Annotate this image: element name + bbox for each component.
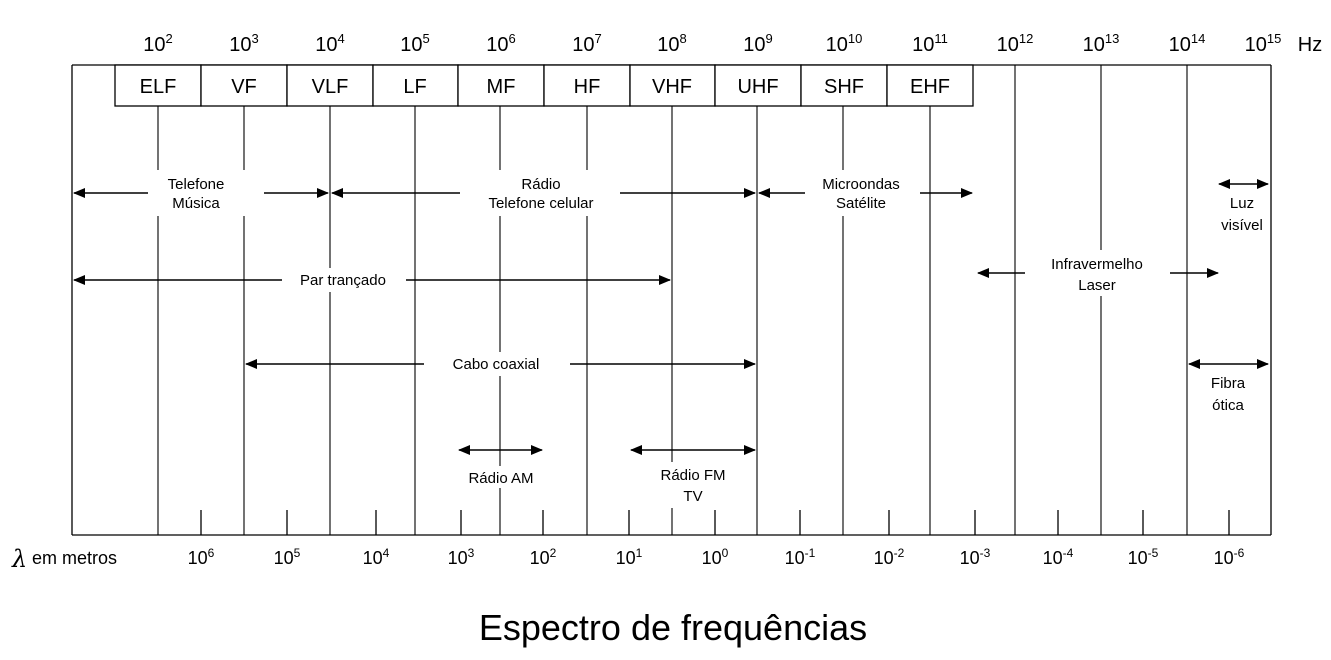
wavelength-tick-1e0: 100 (702, 546, 729, 568)
band-box-ehf (886, 64, 974, 107)
frequency-tick-labels: 102 103 104 105 106 107 108 109 1010 101… (143, 31, 1322, 56)
band-box-mf (457, 64, 545, 107)
freq-tick-1e15: 1015 (1245, 31, 1282, 56)
freq-tick-1e14: 1014 (1169, 31, 1206, 56)
band-label-shf: SHF (824, 76, 864, 98)
range-infravermelho-laser: Infravermelho Laser (977, 250, 1219, 296)
band-label-lf: LF (403, 76, 426, 98)
freq-unit-label: Hz (1298, 34, 1322, 56)
freq-tick-1e6: 106 (486, 31, 515, 56)
freq-tick-1e8: 108 (657, 31, 686, 56)
wavelength-tick-1e-6: 10-6 (1214, 546, 1245, 568)
diagram-title: Espectro de frequências (479, 607, 867, 648)
label-telefone-celular: Telefone celular (488, 195, 593, 212)
band-row: ELF VF VLF LF MF HF VHF UHF SHF EHF (114, 64, 974, 107)
freq-tick-1e3: 103 (229, 31, 258, 56)
label-visivel: visível (1221, 217, 1263, 234)
lambda-symbol: λ (11, 545, 27, 573)
range-microondas-satelite: Microondas Satélite (758, 170, 973, 216)
band-box-vlf (286, 64, 374, 107)
band-label-mf: MF (487, 76, 516, 98)
range-luz-visivel: Luz visível (1210, 179, 1269, 236)
wavelength-tick-1e2: 102 (530, 546, 557, 568)
wavelength-tick-1e1: 101 (616, 546, 643, 568)
band-label-ehf: EHF (910, 76, 950, 98)
label-laser: Laser (1078, 277, 1116, 294)
label-microondas: Microondas (822, 176, 900, 193)
label-musica: Música (172, 195, 220, 212)
band-box-vhf (629, 64, 716, 107)
band-box-uhf (714, 64, 802, 107)
label-par-trancado: Par trançado (300, 272, 386, 289)
wavelength-tick-1e6: 106 (188, 546, 215, 568)
freq-tick-1e7: 107 (572, 31, 601, 56)
range-radio-am: Rádio AM (446, 445, 546, 488)
band-label-uhf: UHF (737, 76, 778, 98)
wavelength-tick-1e-1: 10-1 (785, 546, 816, 568)
range-telefone-musica: Telefone Música (73, 170, 329, 216)
wavelength-tick-1e5: 105 (274, 546, 301, 568)
wavelength-tick-1e-3: 10-3 (960, 546, 991, 568)
freq-tick-1e12: 1012 (997, 31, 1034, 56)
label-cabo-coaxial: Cabo coaxial (453, 356, 540, 373)
wavelength-tick-1e-4: 10-4 (1043, 546, 1074, 568)
band-box-hf (543, 64, 631, 107)
label-tv: TV (683, 488, 702, 505)
freq-tick-1e9: 109 (743, 31, 772, 56)
wavelength-tick-1e-5: 10-5 (1128, 546, 1159, 568)
application-ranges: Telefone Música Rádio Telefone celular M… (73, 170, 1269, 508)
band-label-vhf: VHF (652, 76, 692, 98)
band-label-vlf: VLF (312, 76, 349, 98)
wavelength-tick-1e3: 103 (448, 546, 475, 568)
wavelength-tick-1e4: 104 (363, 546, 390, 568)
label-radio: Rádio (521, 176, 560, 193)
label-fibra: Fibra (1211, 375, 1246, 392)
wavelength-tick-1e-2: 10-2 (874, 546, 905, 568)
label-luz: Luz (1230, 195, 1254, 212)
band-label-vf: VF (231, 76, 257, 98)
range-cabo-coaxial: Cabo coaxial (245, 352, 756, 376)
freq-tick-1e4: 104 (315, 31, 344, 56)
range-par-trancado: Par trançado (73, 268, 671, 292)
label-satelite: Satélite (836, 195, 886, 212)
freq-tick-1e11: 1011 (912, 31, 948, 56)
wavelength-axis-label: em metros (32, 548, 117, 568)
band-label-elf: ELF (140, 76, 177, 98)
freq-tick-1e13: 1013 (1083, 31, 1120, 56)
label-otica: ótica (1212, 397, 1244, 414)
range-fibra-otica: Fibra ótica (1188, 359, 1269, 418)
range-radio-fm-tv: Rádio FM TV (630, 445, 756, 508)
label-telefone: Telefone (168, 176, 225, 193)
wavelength-ticks (200, 510, 1230, 535)
band-box-lf (372, 64, 459, 107)
freq-tick-1e2: 102 (143, 31, 172, 56)
wavelength-tick-labels: λ em metros 106 105 104 103 102 101 100 … (11, 545, 1245, 573)
label-radio-am: Rádio AM (468, 470, 533, 487)
label-infravermelho: Infravermelho (1051, 256, 1143, 273)
freq-tick-1e10: 1010 (826, 31, 863, 56)
range-radio-telefone-celular: Rádio Telefone celular (331, 170, 756, 216)
freq-tick-1e5: 105 (400, 31, 429, 56)
label-radio-fm: Rádio FM (660, 467, 725, 484)
band-label-hf: HF (574, 76, 601, 98)
